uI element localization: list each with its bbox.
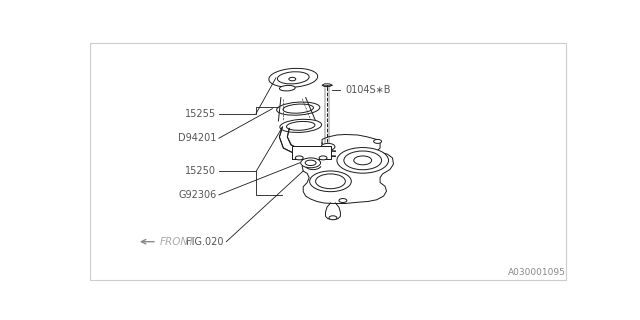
- Text: 15255: 15255: [185, 108, 216, 118]
- Circle shape: [305, 160, 316, 165]
- Ellipse shape: [287, 122, 315, 130]
- Text: FRONT: FRONT: [159, 237, 195, 247]
- Polygon shape: [292, 147, 330, 159]
- Bar: [292, 146, 331, 159]
- Text: FIG.020: FIG.020: [186, 237, 224, 247]
- Circle shape: [316, 174, 346, 189]
- Ellipse shape: [283, 104, 314, 113]
- Text: A030001095: A030001095: [508, 268, 566, 277]
- Text: 0104S∗B: 0104S∗B: [346, 85, 391, 95]
- Circle shape: [329, 216, 337, 220]
- Ellipse shape: [269, 68, 317, 87]
- Polygon shape: [326, 203, 340, 220]
- Ellipse shape: [280, 119, 322, 132]
- Text: G92306: G92306: [178, 190, 216, 200]
- Circle shape: [301, 158, 321, 168]
- Circle shape: [321, 143, 335, 150]
- Polygon shape: [280, 127, 335, 156]
- Circle shape: [374, 140, 381, 143]
- Polygon shape: [302, 134, 394, 204]
- Circle shape: [344, 151, 381, 170]
- Ellipse shape: [276, 102, 320, 115]
- Circle shape: [289, 77, 296, 81]
- Text: 15250: 15250: [186, 166, 216, 176]
- Circle shape: [295, 156, 303, 160]
- Text: D94201: D94201: [178, 133, 216, 143]
- Ellipse shape: [277, 72, 309, 84]
- Circle shape: [339, 198, 347, 203]
- Polygon shape: [322, 84, 332, 87]
- Circle shape: [354, 156, 372, 165]
- Ellipse shape: [280, 85, 295, 91]
- Circle shape: [319, 156, 327, 160]
- Circle shape: [310, 171, 351, 192]
- Circle shape: [337, 148, 388, 173]
